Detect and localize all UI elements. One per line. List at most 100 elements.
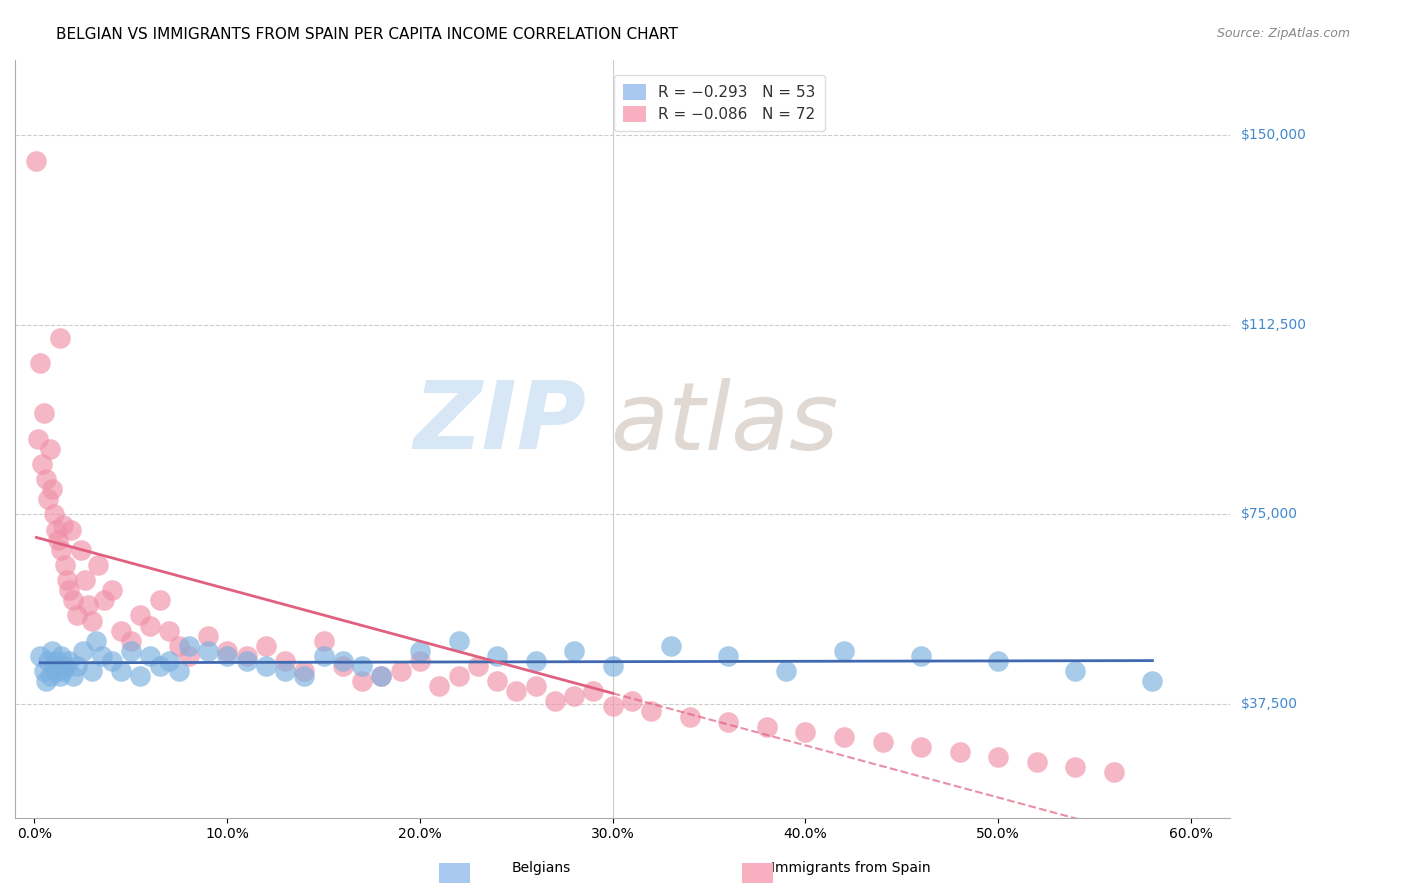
Point <box>30 356 52 370</box>
Point <box>679 709 702 723</box>
Point <box>486 674 509 689</box>
Point <box>157 654 180 668</box>
Point <box>129 608 152 623</box>
Point <box>52 664 75 678</box>
Text: ZIP: ZIP <box>413 377 586 469</box>
Point <box>274 664 297 678</box>
Point <box>427 679 450 693</box>
Point <box>51 648 73 663</box>
Point <box>274 654 297 668</box>
Point <box>32 664 55 678</box>
Point <box>45 664 67 678</box>
Point <box>167 664 190 678</box>
Point <box>58 654 80 668</box>
Point <box>46 654 69 668</box>
Point <box>524 654 547 668</box>
Point <box>69 542 91 557</box>
Point <box>100 654 122 668</box>
Point <box>370 669 392 683</box>
Point <box>38 442 60 456</box>
Text: atlas: atlas <box>610 378 838 469</box>
Point <box>910 739 932 754</box>
Point <box>51 542 73 557</box>
Point <box>157 624 180 638</box>
Point <box>254 659 277 673</box>
Point <box>60 523 83 537</box>
Point <box>1025 755 1047 769</box>
Point <box>52 517 75 532</box>
Point <box>562 644 585 658</box>
Point <box>31 457 53 471</box>
Point <box>872 735 894 749</box>
Point <box>66 608 89 623</box>
Point <box>129 669 152 683</box>
Point <box>56 573 79 587</box>
Point <box>254 639 277 653</box>
Point <box>910 648 932 663</box>
Point <box>66 659 89 673</box>
Text: $75,000: $75,000 <box>1240 508 1298 522</box>
Point <box>217 648 239 663</box>
Point <box>35 472 58 486</box>
Point <box>467 659 489 673</box>
Point <box>389 664 412 678</box>
Point <box>659 639 682 653</box>
Point <box>38 669 60 683</box>
Point <box>73 573 96 587</box>
Text: $37,500: $37,500 <box>1240 697 1298 711</box>
Point <box>53 659 76 673</box>
Text: Immigrants from Spain: Immigrants from Spain <box>770 862 931 875</box>
Point <box>602 699 624 714</box>
Point <box>1102 765 1125 780</box>
Point <box>447 633 470 648</box>
Point <box>949 745 972 759</box>
Point <box>235 648 257 663</box>
Point <box>32 406 55 420</box>
Point <box>45 523 67 537</box>
Point <box>82 614 104 628</box>
Point <box>41 482 63 496</box>
Point <box>292 669 315 683</box>
Point <box>332 654 354 668</box>
Point <box>93 593 115 607</box>
Point <box>409 654 432 668</box>
Point <box>42 508 65 522</box>
Point <box>352 659 374 673</box>
Point <box>562 690 585 704</box>
Point <box>1064 664 1087 678</box>
Point <box>100 583 122 598</box>
Point <box>62 669 84 683</box>
Point <box>1064 760 1087 774</box>
Point <box>352 674 374 689</box>
Point <box>312 633 335 648</box>
Point <box>197 644 219 658</box>
Point <box>167 639 190 653</box>
Point <box>25 153 48 168</box>
Point <box>48 330 70 344</box>
Point <box>27 432 49 446</box>
Point <box>235 654 257 668</box>
Point <box>832 644 855 658</box>
Point <box>37 654 59 668</box>
Point <box>775 664 797 678</box>
Point <box>755 720 778 734</box>
Point <box>832 730 855 744</box>
Point <box>987 654 1010 668</box>
Point <box>602 659 624 673</box>
Text: $150,000: $150,000 <box>1240 128 1306 143</box>
Point <box>84 633 107 648</box>
Point <box>37 492 59 507</box>
Point <box>177 648 200 663</box>
Point <box>72 644 94 658</box>
Point <box>544 694 567 708</box>
Point <box>120 644 142 658</box>
Point <box>110 664 132 678</box>
Text: $112,500: $112,500 <box>1240 318 1306 332</box>
Text: Source: ZipAtlas.com: Source: ZipAtlas.com <box>1216 27 1350 40</box>
Point <box>42 659 65 673</box>
Point <box>41 644 63 658</box>
Point <box>149 659 172 673</box>
Text: BELGIAN VS IMMIGRANTS FROM SPAIN PER CAPITA INCOME CORRELATION CHART: BELGIAN VS IMMIGRANTS FROM SPAIN PER CAP… <box>56 27 678 42</box>
Point <box>717 714 740 729</box>
Legend: R = −0.293   N = 53, R = −0.086   N = 72: R = −0.293 N = 53, R = −0.086 N = 72 <box>614 75 825 131</box>
